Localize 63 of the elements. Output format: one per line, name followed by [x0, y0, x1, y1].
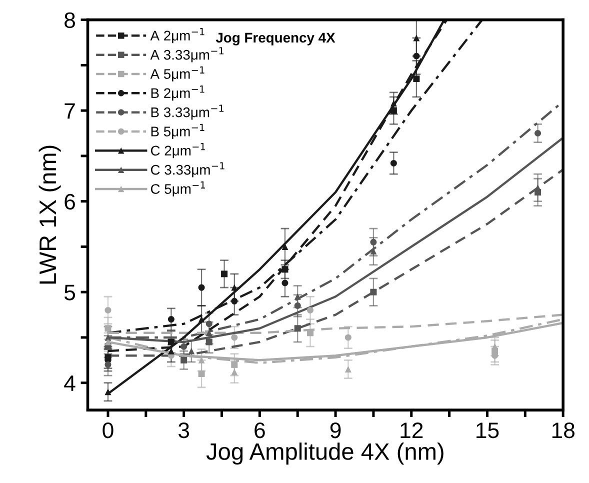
x-tick-label: 15 [476, 422, 499, 438]
x-axis-title: Jog Amplitude 4X (nm) [206, 442, 444, 465]
y-tick-label: 5 [64, 284, 76, 300]
point [294, 293, 301, 300]
point [370, 238, 377, 246]
x-tick-label: 18 [552, 422, 574, 438]
x-tick-label: 12 [400, 422, 423, 438]
legend-label: C 5μm$^{−1}$ [150, 181, 206, 196]
point [198, 284, 205, 291]
point [534, 130, 542, 137]
annotation: Jog Frequency 4X [216, 32, 336, 46]
point [231, 334, 238, 341]
point [294, 325, 301, 332]
legend-label: A 5μm$^{−1}$ [150, 66, 204, 82]
point [390, 100, 397, 107]
y-axis-title: LWR 1X (nm) [38, 146, 61, 284]
point [413, 34, 420, 42]
point [168, 338, 174, 346]
legend-label: C 2μm$^{−1}$ [150, 143, 206, 158]
point [104, 334, 112, 341]
point [344, 366, 352, 372]
x-tick-label: 9 [330, 422, 341, 438]
point [390, 160, 397, 166]
point [206, 338, 212, 346]
legend-label: B 5μm$^{−1}$ [151, 124, 204, 139]
y-tick-label: 8 [64, 12, 75, 28]
legend-label: B 2μm$^{−1}$ [151, 86, 204, 101]
y-tick-label: 7 [64, 103, 75, 119]
point [206, 330, 212, 336]
point [104, 325, 112, 332]
x-tick-label: 6 [254, 422, 265, 438]
legend-label: A 3.33μm$^{−1}$ [150, 47, 224, 62]
y-tick-label: 4 [64, 376, 76, 391]
point [370, 288, 377, 296]
point [294, 302, 301, 309]
point [413, 52, 420, 60]
point [180, 356, 188, 364]
point [221, 270, 228, 278]
point [188, 348, 195, 354]
point [206, 320, 212, 328]
point [413, 76, 420, 82]
point [168, 316, 174, 323]
point [104, 306, 112, 314]
point [198, 316, 205, 323]
point [390, 107, 397, 114]
legend-label: B 3.33μm$^{−1}$ [151, 104, 224, 120]
point [306, 330, 314, 336]
point [104, 361, 112, 368]
y-tick-label: 6 [64, 194, 75, 210]
point [231, 368, 238, 376]
point [231, 361, 238, 368]
point [104, 388, 112, 396]
point [306, 306, 314, 314]
point [231, 298, 238, 304]
x-tick-label: 3 [178, 422, 190, 438]
point [198, 370, 205, 378]
point [282, 266, 288, 273]
point [344, 334, 352, 341]
point [168, 348, 174, 354]
legend-label: C 3.33μm$^{−1}$ [150, 162, 224, 178]
legend-label: A 2μm$^{−1}$ [150, 28, 204, 44]
point [282, 280, 288, 286]
x-tick-label: 0 [102, 422, 114, 438]
